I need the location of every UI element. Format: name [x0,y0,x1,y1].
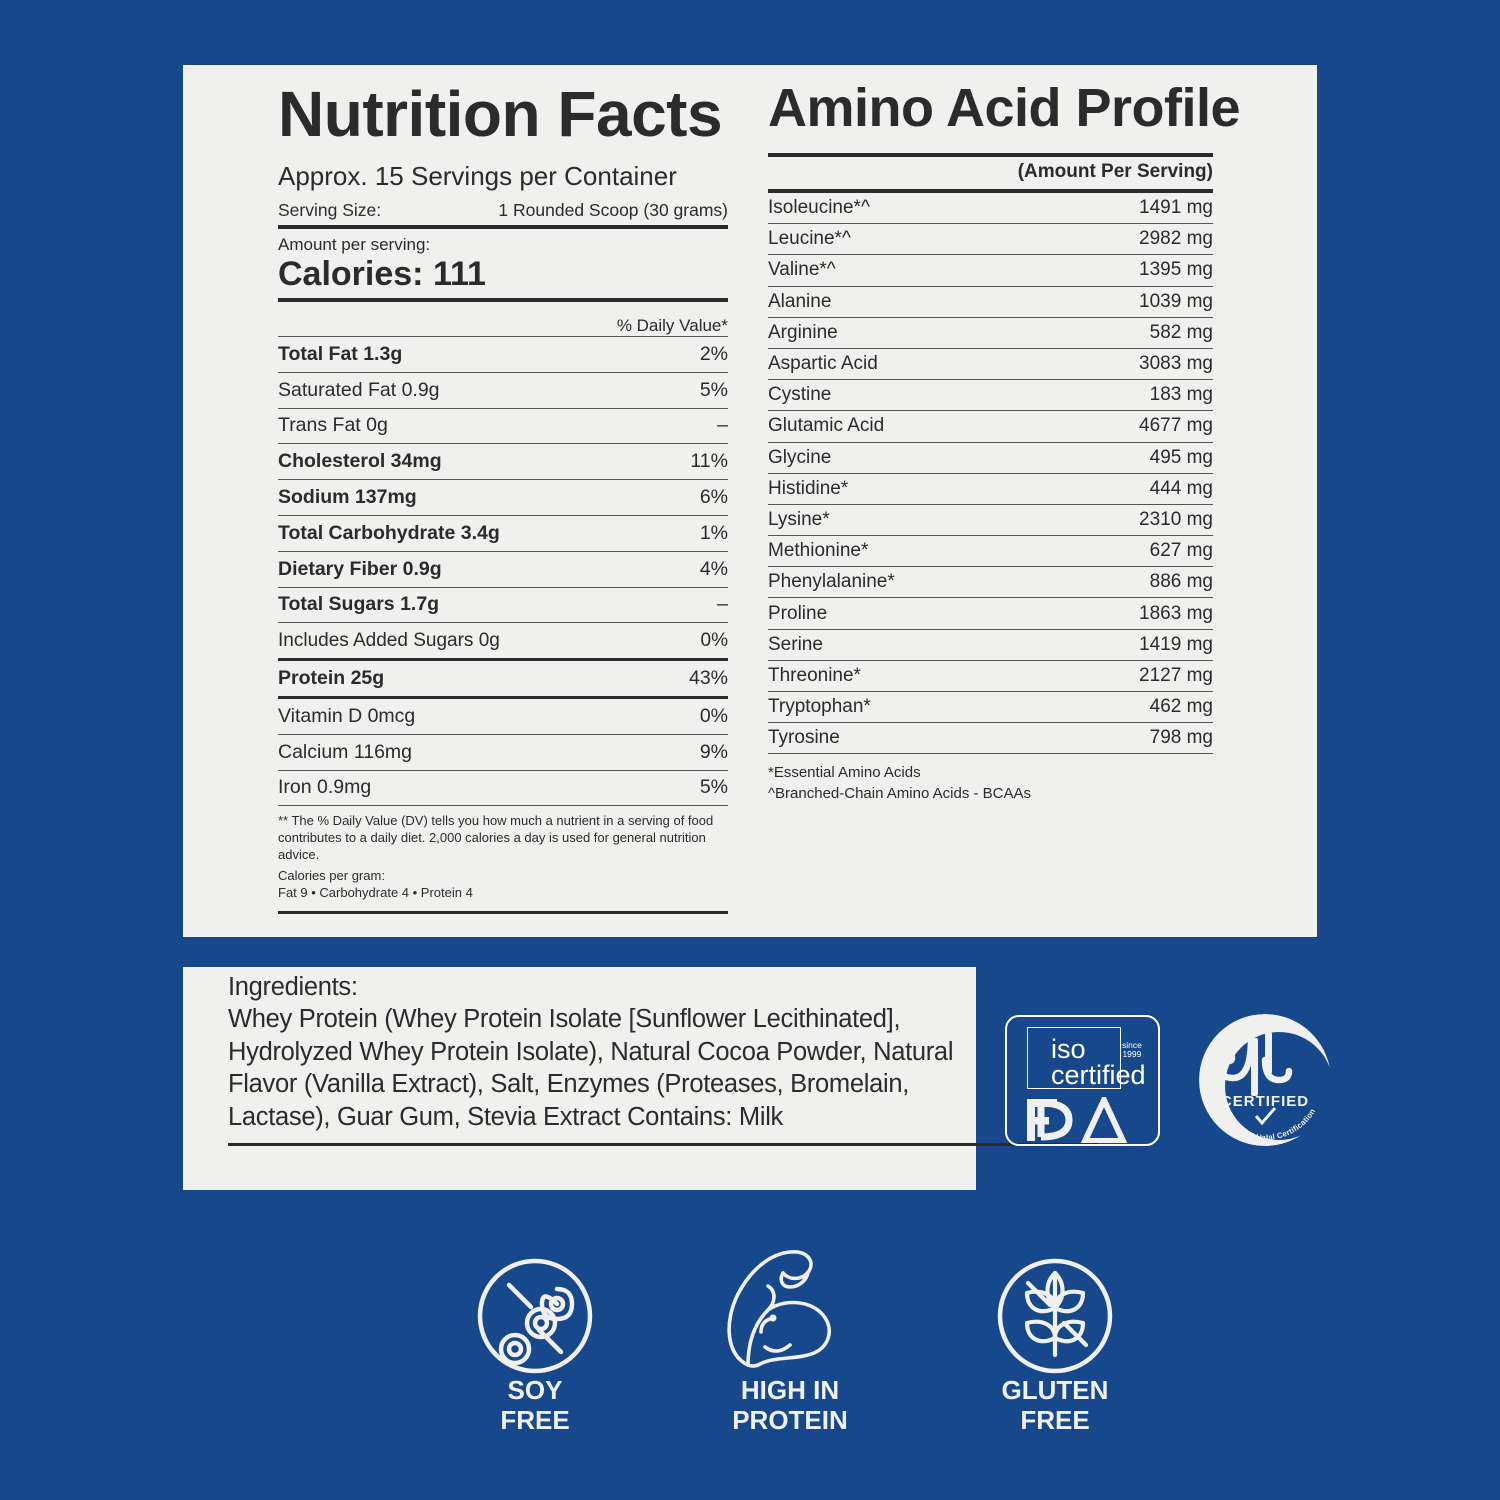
svg-text:CERTIFIED: CERTIFIED [1221,1093,1309,1110]
